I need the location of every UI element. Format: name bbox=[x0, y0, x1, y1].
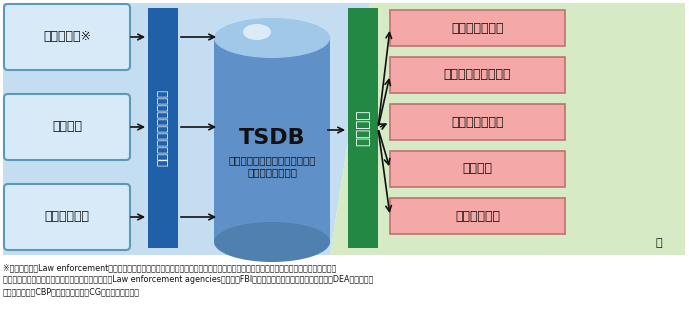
Bar bbox=[390, 10, 565, 46]
Text: 国防総省: 国防総省 bbox=[462, 163, 493, 175]
Text: 等: 等 bbox=[656, 238, 663, 248]
Text: （テロリスト・スクリーニング
・データベース）: （テロリスト・スクリーニング ・データベース） bbox=[228, 155, 316, 177]
Bar bbox=[390, 104, 565, 140]
Text: 外国関係機関: 外国関係機関 bbox=[455, 210, 500, 222]
Text: TSDB: TSDB bbox=[238, 128, 305, 148]
Polygon shape bbox=[3, 3, 370, 255]
FancyBboxPatch shape bbox=[4, 184, 130, 250]
Text: 外国関係機関: 外国関係機関 bbox=[45, 211, 90, 223]
Ellipse shape bbox=[214, 18, 330, 58]
Ellipse shape bbox=[214, 222, 330, 262]
Polygon shape bbox=[330, 3, 685, 255]
Text: として米国で用いられており、「法執行機関」（Law enforcement agencies）には、FBIや各自治体警察のほか、麻薬取締局（DEA）、税関・: として米国で用いられており、「法執行機関」（Law enforcement ag… bbox=[3, 275, 373, 284]
Text: テロリスト等の情報集約: テロリスト等の情報集約 bbox=[156, 89, 169, 166]
Ellipse shape bbox=[243, 24, 271, 40]
Text: 情報機関: 情報機関 bbox=[52, 120, 82, 134]
Bar bbox=[148, 8, 178, 248]
Text: 情報共有: 情報共有 bbox=[356, 110, 371, 146]
Text: ※「法執行」（Law enforcement）は、公の秩序の維持と法の執行を担う機関による犯罪の防止、探知及び捕査等の活動を指す総称的な用語: ※「法執行」（Law enforcement）は、公の秩序の維持と法の執行を担う… bbox=[3, 263, 336, 272]
Text: 国務省（領事部門）: 国務省（領事部門） bbox=[444, 68, 511, 82]
Text: 国内法執行機関: 国内法執行機関 bbox=[451, 115, 504, 129]
Bar bbox=[390, 57, 565, 93]
FancyBboxPatch shape bbox=[4, 4, 130, 70]
Bar bbox=[390, 151, 565, 187]
Text: 国境取締局（CBP）、沿岸警備隊（CG）等が含まれる。: 国境取締局（CBP）、沿岸警備隊（CG）等が含まれる。 bbox=[3, 287, 140, 296]
Text: 国土安全保障省: 国土安全保障省 bbox=[451, 21, 504, 35]
Bar bbox=[348, 8, 378, 248]
Text: 法執行機関※: 法執行機関※ bbox=[43, 31, 91, 43]
Bar bbox=[390, 198, 565, 234]
Bar bbox=[214, 38, 330, 242]
FancyBboxPatch shape bbox=[4, 94, 130, 160]
